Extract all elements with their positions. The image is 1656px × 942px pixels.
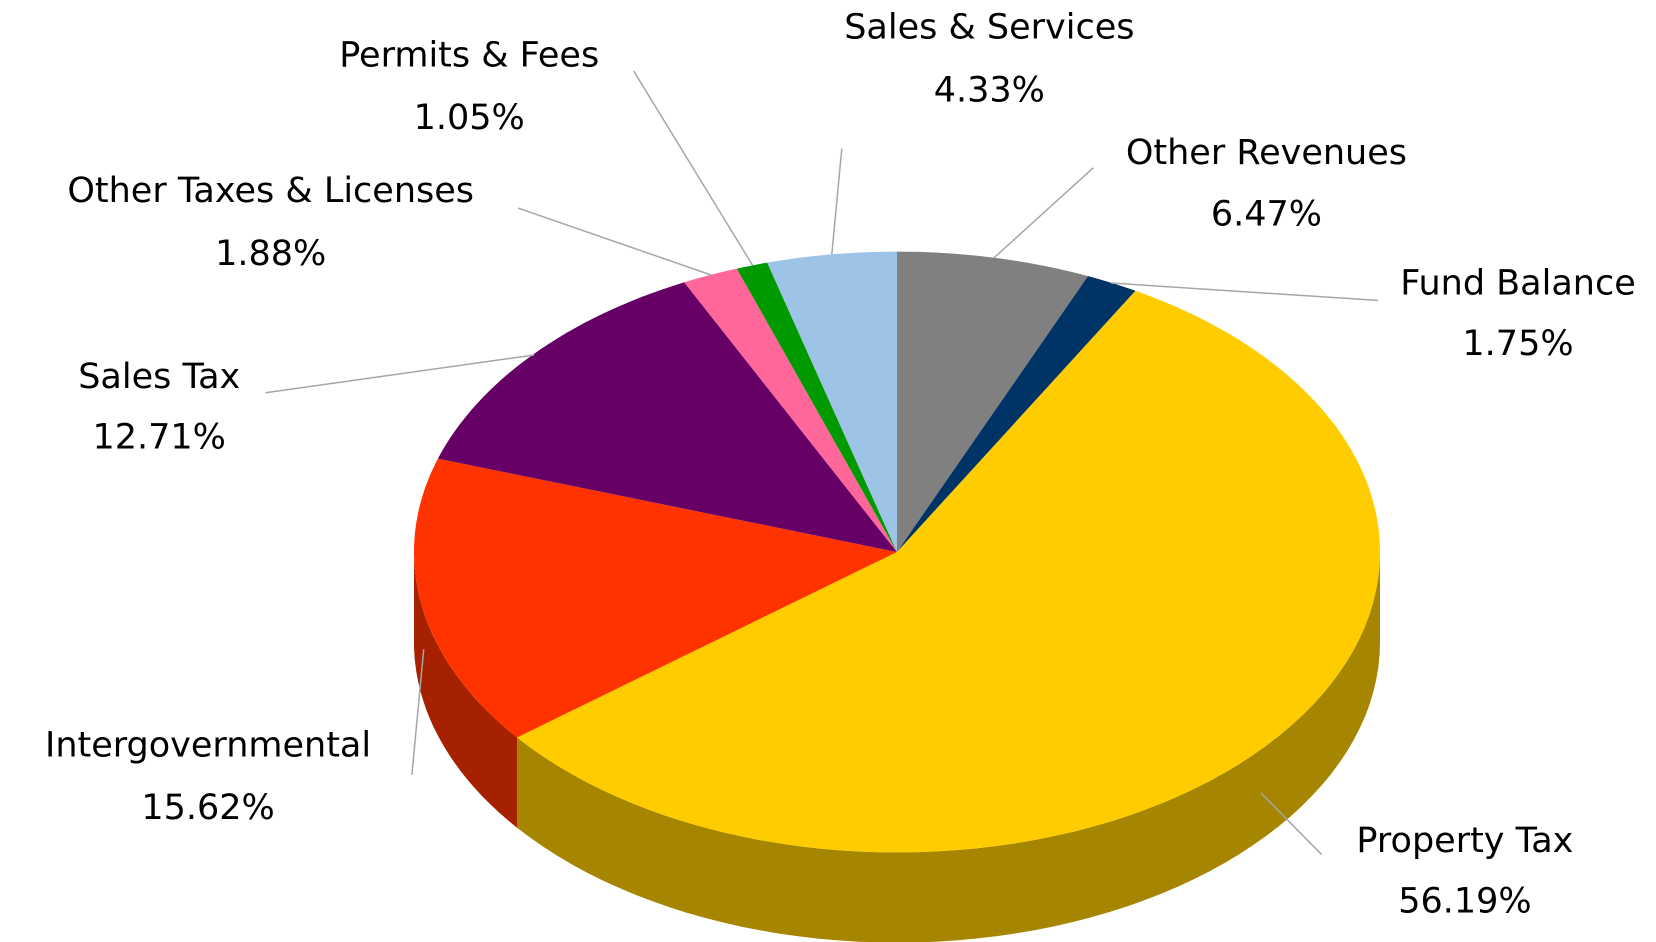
- slice: [736, 262, 897, 552]
- leader-line: [1110, 282, 1378, 302]
- value-label: 12.71%: [92, 417, 225, 457]
- slice-side: [414, 552, 517, 828]
- slice: [437, 282, 897, 552]
- leader-line: [517, 207, 712, 276]
- slice: [414, 458, 897, 738]
- slice-label: Other Revenues: [1126, 133, 1407, 173]
- leader-line: [633, 70, 754, 266]
- slice-label: Property Tax: [1356, 821, 1573, 861]
- value-label: 15.62%: [141, 788, 274, 828]
- leader-line: [411, 649, 425, 775]
- value-label: 6.47%: [1211, 194, 1322, 234]
- slice-side: [517, 552, 1380, 942]
- slice: [897, 276, 1136, 552]
- slice-label: Sales Tax: [78, 357, 240, 397]
- slice: [897, 251, 1088, 552]
- value-label: 4.33%: [934, 70, 1045, 110]
- leader-line: [265, 354, 535, 394]
- value-label: 1.75%: [1462, 324, 1573, 364]
- value-label: 1.88%: [215, 234, 326, 274]
- leader-line: [831, 148, 843, 255]
- slice-label: Other Taxes & Licenses: [67, 171, 474, 211]
- slice: [517, 290, 1380, 853]
- slice: [767, 251, 897, 552]
- slice-label: Intergovernmental: [45, 725, 371, 765]
- value-label: 1.05%: [414, 98, 525, 138]
- slice-label: Fund Balance: [1400, 263, 1636, 303]
- leader-line: [993, 167, 1094, 259]
- leader-line: [1260, 792, 1323, 856]
- slice-label: Sales & Services: [844, 8, 1134, 48]
- slice: [684, 268, 897, 552]
- slice-label: Permits & Fees: [339, 35, 599, 75]
- value-label: 56.19%: [1398, 881, 1531, 921]
